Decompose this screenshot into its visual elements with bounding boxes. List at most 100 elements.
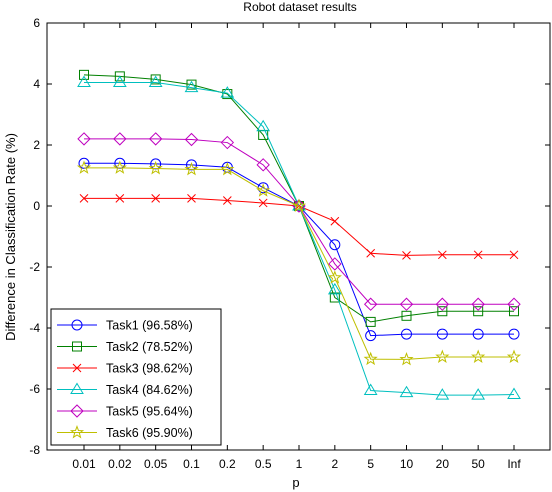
data-point [113, 132, 127, 146]
legend-item-2: Task2 (78.52%) [57, 340, 193, 354]
data-point [435, 349, 450, 363]
plot-area: -8 -6 -4 -2 0 2 4 6 0.01 0.02 0.05 0.1 0.2 0.5 1 2 5 10 20… [29, 16, 551, 471]
x-tick-label: Inf [507, 457, 521, 471]
data-point [112, 160, 127, 174]
data-point [366, 248, 376, 258]
data-point [472, 328, 484, 340]
data-point [148, 161, 163, 175]
data-point [151, 194, 161, 203]
legend-item-3: Task3 (98.62%) [57, 362, 193, 376]
data-point [148, 75, 163, 87]
x-tick-label: 0.02 [108, 457, 132, 471]
legend-item-5: Task5 (95.64%) [57, 404, 193, 419]
data-point [402, 251, 411, 260]
data-point [114, 71, 125, 82]
data-point [471, 388, 486, 400]
data-point [507, 297, 521, 311]
series-6 [76, 160, 522, 366]
data-point [258, 198, 268, 208]
legend-marker [72, 363, 82, 373]
legend-label: Task4 (84.62%) [106, 383, 193, 397]
data-point [79, 194, 89, 203]
data-point [399, 297, 414, 311]
data-point [184, 132, 199, 147]
data-point [436, 328, 448, 340]
data-point [471, 349, 486, 363]
legend-item-1: Task1 (96.58%) [57, 319, 193, 333]
legend-marker [72, 341, 82, 352]
data-point [365, 330, 377, 342]
legend-marker [70, 404, 84, 418]
data-point [509, 306, 519, 317]
data-point [328, 257, 342, 271]
legend-label: Task6 (95.90%) [106, 426, 193, 440]
legend-label: Task2 (78.52%) [106, 340, 193, 354]
x-tick-label: 2 [331, 457, 338, 471]
data-point [186, 79, 197, 90]
y-tick-label: -8 [29, 443, 40, 457]
data-point [220, 161, 235, 176]
legend-label: Task1 (96.58%) [106, 319, 193, 333]
data-point [184, 80, 199, 93]
data-point [401, 310, 412, 321]
data-point [327, 282, 342, 295]
data-point [363, 297, 378, 311]
data-point [187, 194, 196, 203]
data-point [112, 75, 127, 87]
data-point [184, 161, 199, 176]
data-point [222, 196, 232, 205]
legend-marker [69, 425, 85, 439]
data-point [399, 351, 414, 366]
y-tick-label: 2 [33, 138, 40, 152]
x-tick-label: 10 [400, 457, 414, 471]
x-tick-label: 1 [296, 457, 303, 471]
legend-item-4: Task4 (84.62%) [57, 382, 193, 397]
y-tick-label: 6 [33, 16, 40, 30]
data-point [473, 250, 483, 260]
x-tick-label: 50 [471, 457, 485, 471]
series-line [84, 167, 514, 360]
legend-label: Task3 (98.62%) [106, 362, 193, 376]
data-point [256, 119, 271, 132]
data-point [291, 198, 307, 213]
data-point [437, 250, 447, 260]
data-point [220, 86, 235, 98]
y-axis-label: Difference in Classification Rate (%) [3, 133, 18, 341]
data-point [363, 383, 378, 396]
x-tick-label: 0.5 [255, 457, 272, 471]
legend-box [50, 308, 222, 446]
y-tick-label: 0 [33, 199, 40, 213]
data-point [256, 183, 271, 197]
chart-title: Robot dataset results [243, 0, 356, 14]
legend: Task1 (96.58%) Task2 (78.52%) Task3 (98.62… [50, 308, 222, 446]
data-point [471, 297, 485, 311]
data-point [148, 132, 163, 146]
data-point [76, 160, 92, 174]
y-tick-label: -2 [29, 260, 40, 274]
data-point [399, 385, 414, 398]
data-point [330, 216, 340, 226]
data-point [508, 328, 520, 340]
data-point [220, 135, 235, 150]
data-point [437, 306, 448, 317]
x-tick-label: 0.05 [144, 457, 168, 471]
x-tick-label: 0.01 [72, 457, 96, 471]
data-point [509, 250, 519, 260]
data-point [506, 349, 522, 363]
y-tick-label: 4 [33, 77, 40, 91]
legend-marker [71, 319, 83, 331]
data-point [115, 194, 125, 203]
data-point [401, 328, 412, 340]
y-tick-label: -6 [29, 382, 40, 396]
data-point [363, 351, 378, 366]
data-point [77, 75, 91, 87]
legend-label: Task5 (95.64%) [106, 405, 193, 419]
data-point [435, 297, 450, 311]
x-axis-label: p [292, 475, 299, 490]
data-point [150, 74, 161, 85]
data-point [507, 387, 521, 399]
x-tick-label: 0.2 [219, 457, 236, 471]
data-point [435, 388, 450, 400]
legend-marker [70, 382, 84, 394]
